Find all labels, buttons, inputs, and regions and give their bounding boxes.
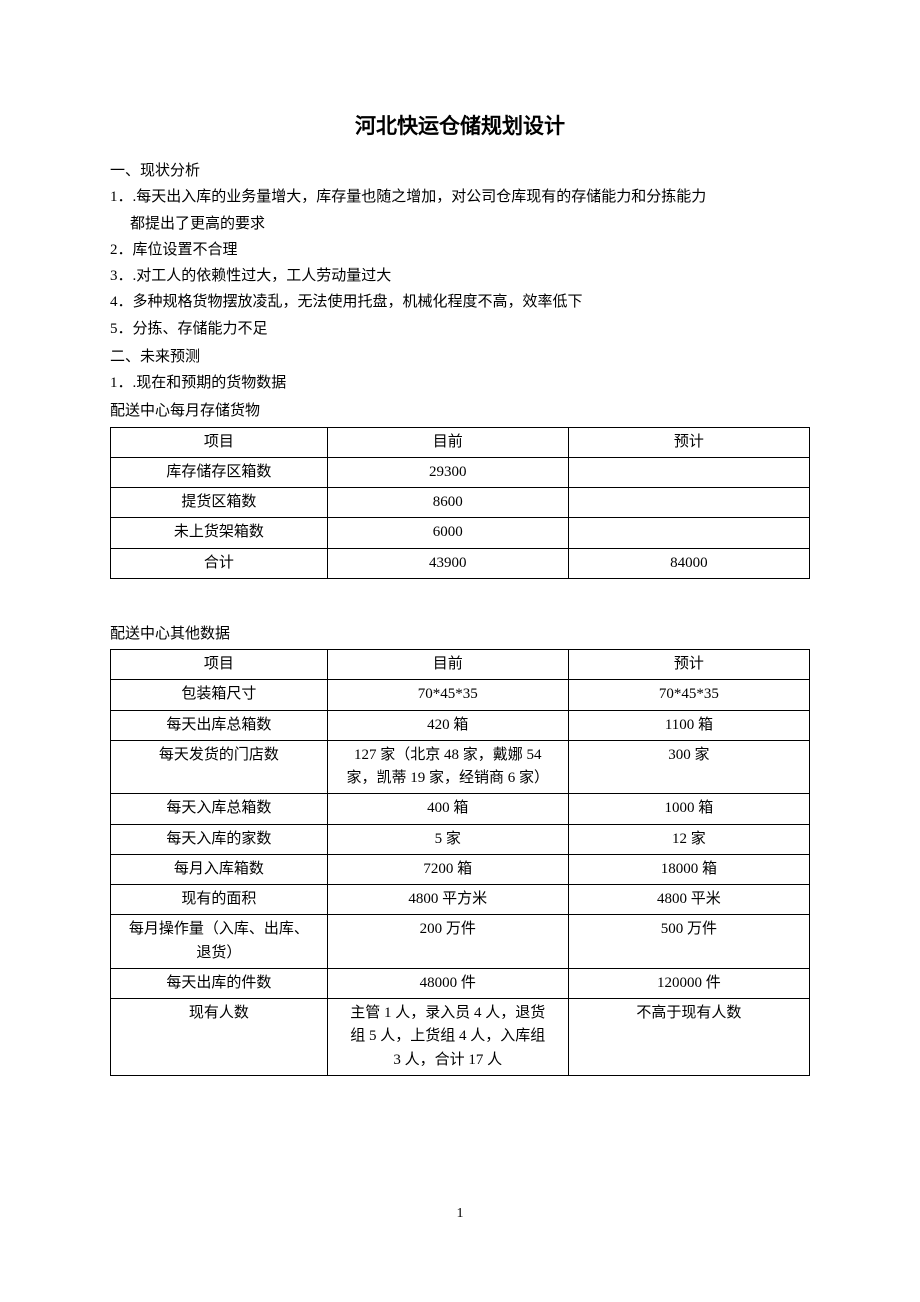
table-cell: 120000 件 — [568, 968, 809, 998]
section1-heading: 一、现状分析 — [110, 158, 810, 184]
table-cell: 合计 — [111, 548, 328, 578]
table-cell: 4800 平米 — [568, 885, 809, 915]
table-header: 预计 — [568, 650, 809, 680]
table-row: 未上货架箱数 6000 — [111, 518, 810, 548]
table-cell — [568, 488, 809, 518]
table-cell: 420 箱 — [327, 710, 568, 740]
section1-item-1-cont: 都提出了更高的要求 — [110, 211, 810, 237]
table-row: 合计 43900 84000 — [111, 548, 810, 578]
section1-item-3: 3．.对工人的依赖性过大，工人劳动量过大 — [110, 263, 810, 289]
table-row: 每天发货的门店数 127 家（北京 48 家，戴娜 54家，凯蒂 19 家，经销… — [111, 740, 810, 794]
section1-item-5: 5．分拣、存储能力不足 — [110, 316, 810, 342]
table-cell: 1000 箱 — [568, 794, 809, 824]
section1-item-4: 4．多种规格货物摆放凌乱，无法使用托盘，机械化程度不高，效率低下 — [110, 289, 810, 315]
table-cell: 每月入库箱数 — [111, 854, 328, 884]
page-title: 河北快运仓储规划设计 — [110, 110, 810, 140]
table-cell: 每天出库的件数 — [111, 968, 328, 998]
section2-item-1: 1．.现在和预期的货物数据 — [110, 370, 810, 396]
table-cell: 29300 — [327, 457, 568, 487]
table-row: 库存储存区箱数 29300 — [111, 457, 810, 487]
table-row: 项目 目前 预计 — [111, 650, 810, 680]
table-row: 包装箱尺寸 70*45*35 70*45*35 — [111, 680, 810, 710]
table-cell: 12 家 — [568, 824, 809, 854]
table-header: 目前 — [327, 650, 568, 680]
table-cell: 主管 1 人，录入员 4 人，退货组 5 人，上货组 4 人，入库组3 人，合计… — [327, 999, 568, 1076]
table-row: 提货区箱数 8600 — [111, 488, 810, 518]
table-cell: 18000 箱 — [568, 854, 809, 884]
table-cell: 包装箱尺寸 — [111, 680, 328, 710]
table-cell — [568, 457, 809, 487]
table-cell: 8600 — [327, 488, 568, 518]
table-cell: 每月操作量（入库、出库、退货） — [111, 915, 328, 969]
table-cell: 7200 箱 — [327, 854, 568, 884]
table-header: 预计 — [568, 427, 809, 457]
table-row: 每天入库总箱数 400 箱 1000 箱 — [111, 794, 810, 824]
section2-heading: 二、未来预测 — [110, 344, 810, 370]
table-cell: 84000 — [568, 548, 809, 578]
table-cell: 70*45*35 — [568, 680, 809, 710]
table-cell: 1100 箱 — [568, 710, 809, 740]
table-cell — [568, 518, 809, 548]
table-cell: 库存储存区箱数 — [111, 457, 328, 487]
table-header: 目前 — [327, 427, 568, 457]
table-row: 现有人数 主管 1 人，录入员 4 人，退货组 5 人，上货组 4 人，入库组3… — [111, 999, 810, 1076]
table-cell: 127 家（北京 48 家，戴娜 54家，凯蒂 19 家，经销商 6 家） — [327, 740, 568, 794]
table2: 项目 目前 预计 包装箱尺寸 70*45*35 70*45*35 每天出库总箱数… — [110, 649, 810, 1076]
table-cell: 提货区箱数 — [111, 488, 328, 518]
table1: 项目 目前 预计 库存储存区箱数 29300 提货区箱数 8600 未上货架箱数… — [110, 427, 810, 579]
table-row: 每月操作量（入库、出库、退货） 200 万件 500 万件 — [111, 915, 810, 969]
table-cell: 每天入库的家数 — [111, 824, 328, 854]
table2-caption: 配送中心其他数据 — [110, 621, 810, 647]
table-header: 项目 — [111, 427, 328, 457]
table-cell: 4800 平方米 — [327, 885, 568, 915]
table-cell: 每天发货的门店数 — [111, 740, 328, 794]
table-cell: 不高于现有人数 — [568, 999, 809, 1076]
table-row: 每天出库的件数 48000 件 120000 件 — [111, 968, 810, 998]
table-row: 项目 目前 预计 — [111, 427, 810, 457]
page-number: 1 — [0, 1206, 920, 1222]
table-row: 每天出库总箱数 420 箱 1100 箱 — [111, 710, 810, 740]
table-header: 项目 — [111, 650, 328, 680]
table-cell: 6000 — [327, 518, 568, 548]
table-cell: 500 万件 — [568, 915, 809, 969]
section1-item-1: 1．.每天出入库的业务量增大，库存量也随之增加，对公司仓库现有的存储能力和分拣能… — [110, 184, 810, 210]
table-cell: 现有的面积 — [111, 885, 328, 915]
table-cell: 200 万件 — [327, 915, 568, 969]
table-row: 每天入库的家数 5 家 12 家 — [111, 824, 810, 854]
table-row: 每月入库箱数 7200 箱 18000 箱 — [111, 854, 810, 884]
table-cell: 43900 — [327, 548, 568, 578]
table-cell: 5 家 — [327, 824, 568, 854]
table1-caption: 配送中心每月存储货物 — [110, 398, 810, 424]
table-cell: 300 家 — [568, 740, 809, 794]
table-cell: 48000 件 — [327, 968, 568, 998]
section1-item-2: 2．库位设置不合理 — [110, 237, 810, 263]
table-cell: 现有人数 — [111, 999, 328, 1076]
table-cell: 400 箱 — [327, 794, 568, 824]
table-row: 现有的面积 4800 平方米 4800 平米 — [111, 885, 810, 915]
table-cell: 每天出库总箱数 — [111, 710, 328, 740]
table-cell: 70*45*35 — [327, 680, 568, 710]
table-cell: 未上货架箱数 — [111, 518, 328, 548]
table-cell: 每天入库总箱数 — [111, 794, 328, 824]
